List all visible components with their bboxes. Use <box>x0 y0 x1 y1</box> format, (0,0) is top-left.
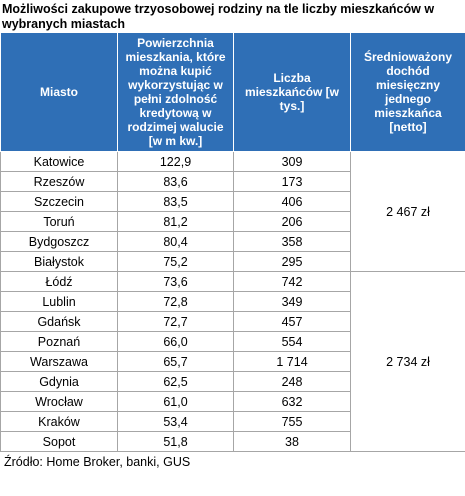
table-row: Kraków 53,4 755 <box>0 411 465 432</box>
value-cell: 65,7 <box>117 351 234 372</box>
value-cell: 62,5 <box>117 371 234 392</box>
table-row: Poznań 66,0 554 <box>0 331 465 352</box>
value-cell: 81,2 <box>117 211 234 232</box>
city-cell: Kraków <box>0 411 118 432</box>
city-cell: Lublin <box>0 291 118 312</box>
header-cell: Powierzchnia mieszkania, które można kup… <box>117 32 234 152</box>
value-cell: 72,7 <box>117 311 234 332</box>
value-cell: 1 714 <box>233 351 351 372</box>
value-cell: 755 <box>233 411 351 432</box>
city-cell: Białystok <box>0 251 118 272</box>
table-row: Szczecin 83,5 406 <box>0 191 465 212</box>
table-row: Sopot 51,8 38 <box>0 431 465 452</box>
city-cell: Sopot <box>0 431 118 452</box>
city-cell: Gdynia <box>0 371 118 392</box>
title: Możliwości zakupowe trzyosobowej rodziny… <box>2 2 435 31</box>
value-cell: 358 <box>233 231 351 252</box>
header-row: Miasto Powierzchnia mieszkania, które moż… <box>0 32 465 152</box>
income-cell: 2 734 zł <box>350 271 465 452</box>
source: Źródło: Home Broker, banki, GUS <box>4 455 191 469</box>
table-row: Katowice 122,9 309 2 467 zł <box>0 151 465 272</box>
value-cell: 457 <box>233 311 351 332</box>
city-cell: Poznań <box>0 331 118 352</box>
city-cell: Rzeszów <box>0 171 118 192</box>
table: Miasto Powierzchnia mieszkania, które moż… <box>0 32 465 452</box>
table-row: Warszawa 65,7 1 714 <box>0 351 465 372</box>
value-cell: 632 <box>233 391 351 412</box>
value-cell: 75,2 <box>117 251 234 272</box>
table-row: Białystok 75,2 295 <box>0 251 465 272</box>
value-cell: 742 <box>233 271 351 292</box>
value-cell: 38 <box>233 431 351 452</box>
city-cell: Warszawa <box>0 351 118 372</box>
value-cell: 80,4 <box>117 231 234 252</box>
value-cell: 349 <box>233 291 351 312</box>
table-row: Bydgoszcz 80,4 358 <box>0 231 465 252</box>
city-cell: Wrocław <box>0 391 118 412</box>
value-cell: 122,9 <box>117 151 234 172</box>
value-cell: 53,4 <box>117 411 234 432</box>
value-cell: 173 <box>233 171 351 192</box>
city-cell: Bydgoszcz <box>0 231 118 252</box>
value-cell: 51,8 <box>117 431 234 452</box>
header-cell: Liczba mieszkańców [w tys.] <box>233 32 351 152</box>
city-cell: Szczecin <box>0 191 118 212</box>
value-cell: 73,6 <box>117 271 234 292</box>
value-cell: 295 <box>233 251 351 272</box>
value-cell: 248 <box>233 371 351 392</box>
value-cell: 206 <box>233 211 351 232</box>
value-cell: 83,5 <box>117 191 234 212</box>
table-row: Lublin 72,8 349 <box>0 291 465 312</box>
city-cell: Toruń <box>0 211 118 232</box>
value-cell: 72,8 <box>117 291 234 312</box>
value-cell: 309 <box>233 151 351 172</box>
income-cell: 2 467 zł <box>350 151 465 272</box>
header-cell: Miasto <box>0 32 118 152</box>
value-cell: 66,0 <box>117 331 234 352</box>
value-cell: 554 <box>233 331 351 352</box>
header-cell: Średnioważony dochód miesięczny jednego … <box>350 32 465 152</box>
value-cell: 83,6 <box>117 171 234 192</box>
city-cell: Łódź <box>0 271 118 292</box>
city-cell: Gdańsk <box>0 311 118 332</box>
table-row: Gdańsk 72,7 457 <box>0 311 465 332</box>
table-row: Łódź 73,6 742 2 734 zł <box>0 271 465 452</box>
city-cell: Katowice <box>0 151 118 172</box>
table-body: Katowice 122,9 309 2 467 zł Rzeszów 83,6 173 Sz… <box>0 151 465 452</box>
value-cell: 406 <box>233 191 351 212</box>
value-cell: 61,0 <box>117 391 234 412</box>
